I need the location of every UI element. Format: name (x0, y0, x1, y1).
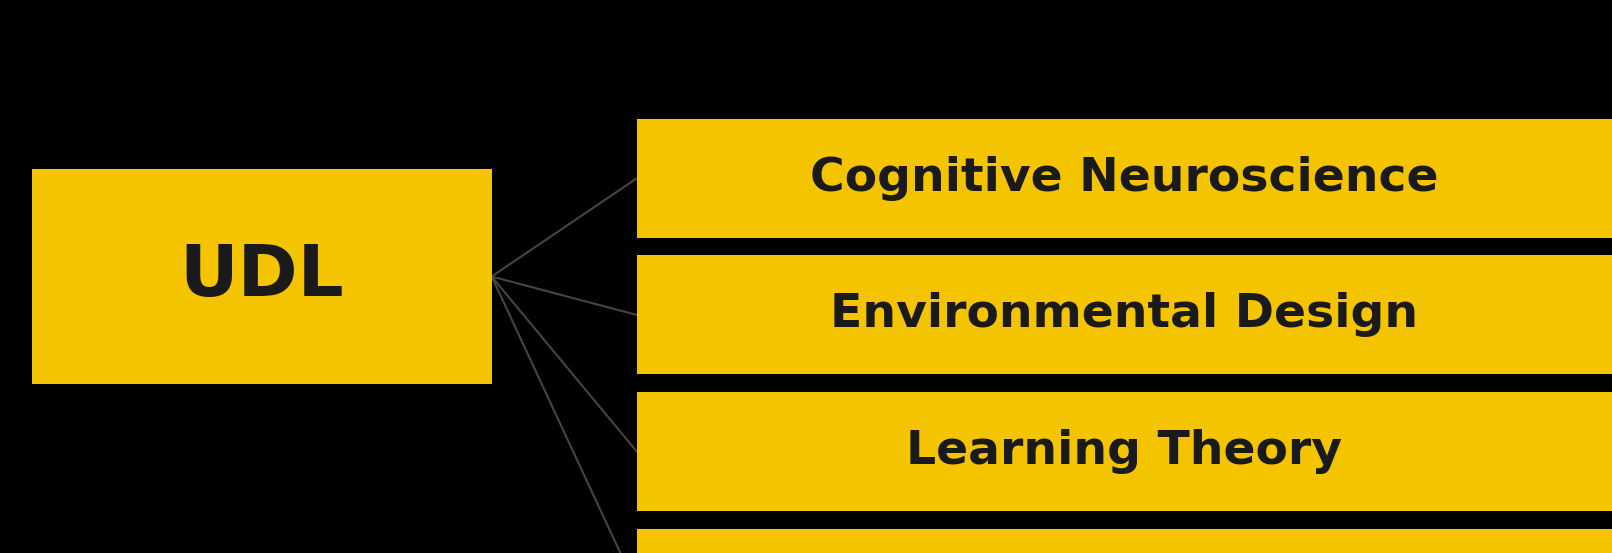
Text: Learning Theory: Learning Theory (906, 429, 1343, 474)
Text: Cognitive Neuroscience: Cognitive Neuroscience (811, 156, 1438, 201)
FancyBboxPatch shape (637, 255, 1612, 374)
FancyBboxPatch shape (637, 529, 1612, 553)
Text: Environmental Design: Environmental Design (830, 293, 1419, 337)
FancyBboxPatch shape (637, 392, 1612, 511)
FancyBboxPatch shape (32, 169, 492, 384)
Text: UDL: UDL (179, 242, 345, 311)
FancyBboxPatch shape (637, 119, 1612, 238)
